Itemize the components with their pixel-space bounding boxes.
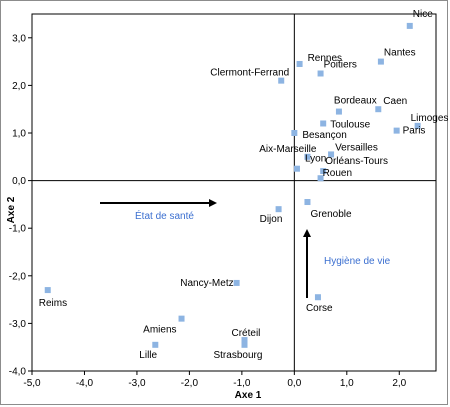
point-label-nice: Nice	[413, 9, 433, 20]
y-tick-label: -1,0	[9, 224, 27, 235]
x-tick-label: -2,0	[181, 378, 199, 389]
point-dijon	[275, 206, 282, 213]
point-label-lille: Lille	[139, 350, 157, 361]
x-tick-label: -1,0	[233, 378, 251, 389]
point-label-creteil: Créteil	[231, 328, 260, 339]
point-strasbourg	[241, 341, 248, 348]
y-tick-label: 2,0	[12, 81, 26, 92]
point-label-rennes: Rennes	[308, 53, 342, 64]
point-toulouse	[320, 120, 327, 127]
point-orleans-tours	[320, 168, 327, 175]
point-aix-marseille	[304, 153, 311, 160]
point-reims	[44, 287, 51, 294]
plot-area	[31, 13, 437, 372]
point-amiens	[178, 315, 185, 322]
y-tick-label: 0,0	[12, 176, 26, 187]
point-poitiers	[317, 70, 324, 77]
point-bordeaux	[335, 108, 342, 115]
point-rouen	[317, 175, 324, 182]
zero-axes	[32, 14, 436, 371]
point-label-lyon: Lyon	[305, 154, 326, 165]
point-caen	[375, 106, 382, 113]
x-tick-label: 2,0	[392, 378, 406, 389]
point-lille	[152, 341, 159, 348]
x-tick-label: -4,0	[76, 378, 94, 389]
x-tick-label: -5,0	[23, 378, 41, 389]
point-label-nantes: Nantes	[384, 48, 416, 59]
point-lyon	[293, 165, 300, 172]
x-tick-label: 1,0	[340, 378, 354, 389]
ticks-layer: -5,0 -4,0 -3,0 -2,0 -1,0 0,0 1,0 2,0-4,0-3,0-2,…	[9, 33, 407, 389]
point-label-clermont-ferrand: Clermont-Ferrand	[210, 68, 289, 79]
point-grenoble	[304, 199, 311, 206]
point-nice	[406, 22, 413, 29]
point-creteil	[241, 337, 248, 344]
point-besancon	[291, 130, 298, 136]
x-tick-label: -3,0	[128, 378, 146, 389]
point-label-caen: Caen	[383, 96, 407, 107]
point-label-poitiers: Poitiers	[324, 60, 357, 71]
point-rennes	[296, 60, 303, 67]
point-label-orleans-tours: Orléans-Tours	[325, 156, 388, 167]
point-label-rouen: Rouen	[323, 168, 352, 179]
point-limoges	[414, 122, 421, 129]
point-versailles	[328, 151, 335, 158]
points-layer	[44, 22, 421, 348]
y-tick-label: 3,0	[12, 33, 26, 44]
point-clermont-ferrand	[278, 77, 285, 84]
y-tick-label: 1,0	[12, 129, 26, 140]
y-tick-label: -2,0	[9, 271, 27, 282]
point-label-corse: Corse	[306, 303, 333, 314]
y-axis-title: Axe 2	[6, 196, 17, 223]
point-label-paris: Paris	[403, 126, 426, 137]
hygiene-arrowhead	[303, 229, 311, 237]
point-label-besancon: Besançon	[302, 130, 346, 141]
y-tick-label: -3,0	[9, 319, 27, 330]
point-paris	[393, 127, 400, 134]
point-label-aix-marseille: Aix-Marseille	[259, 144, 317, 155]
point-label-amiens: Amiens	[143, 325, 176, 336]
sante-arrowhead	[209, 199, 217, 207]
x-axis-title: Axe 1	[235, 390, 262, 401]
hygiene-annotation: Hygiène de vie	[324, 256, 391, 267]
point-label-dijon: Dijon	[260, 214, 283, 225]
sante-annotation: État de santé	[135, 209, 194, 222]
point-label-nancy-metz: Nancy-Metz	[180, 278, 233, 289]
point-label-limoges: Limoges	[411, 113, 449, 124]
point-nantes	[377, 58, 384, 65]
point-label-versailles: Versailles	[335, 142, 378, 153]
point-label-toulouse: Toulouse	[330, 119, 370, 130]
x-tick-label: 0,0	[287, 378, 301, 389]
y-tick-label: -4,0	[9, 367, 27, 378]
point-label-reims: Reims	[39, 298, 67, 309]
point-label-grenoble: Grenoble	[310, 209, 352, 220]
point-corse	[314, 294, 321, 301]
point-label-strasbourg: Strasbourg	[213, 350, 262, 361]
annotations-layer: État de santé Hygiène de vie	[100, 199, 391, 298]
point-label-bordeaux: Bordeaux	[334, 96, 377, 107]
point-nancy-metz	[233, 279, 240, 286]
